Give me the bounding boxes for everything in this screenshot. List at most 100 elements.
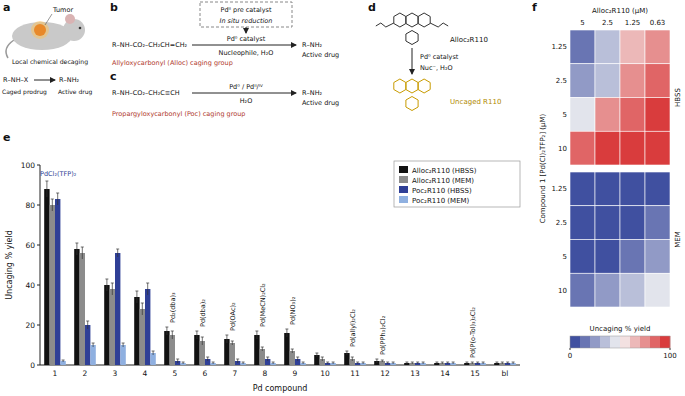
x-tick-label: 8 [263,369,268,378]
error-bar [176,359,179,363]
heat-cell [620,131,645,165]
heat-cell [570,131,595,165]
x-tick-label: 4 [143,369,148,378]
x-tick-label: 5 [173,369,178,378]
heat-cell [570,30,595,64]
bar [164,331,169,365]
bar [470,363,475,365]
bar [170,335,175,365]
legend-label: Poc₂R110 (HBSS) [412,187,472,195]
error-bar [441,362,444,364]
heat-cell [645,273,670,307]
error-bar [81,247,84,259]
bar [464,363,469,365]
colorbar-tick-label: 0 [568,352,572,360]
label: Pd⁰ catalyst [420,53,459,61]
heatmap-y-title: Compound 1 [Pd(Cl)₂TFP₂] (μM) [539,113,547,223]
label: Nucleophile, H₂O [219,49,274,57]
bar [410,363,415,365]
tumor [34,24,46,36]
heat-cell [620,240,645,274]
compound-name: Pd(allyl)₂Cl₂ [349,309,357,347]
x-tick-label: 6 [203,369,208,378]
label: Pd⁰ / Pdᴵᴵ/ᴵⱽ [229,83,263,91]
y-tick [37,285,40,286]
x-tick-label: 14 [440,369,450,378]
error-bar [141,303,144,315]
colorbar-title: Uncaging % yield [590,325,651,333]
precatalyst-box [200,2,292,27]
label: R–NH–CO₂–CH₂C≡CH [112,89,180,97]
y-tick-label: 100 [21,161,36,170]
error-bar [201,337,204,345]
error-bar [105,279,108,291]
heat-cell [645,30,670,64]
colorbar-step [620,336,630,348]
ring [406,31,418,45]
legend-swatch [399,176,408,183]
bar [120,345,125,365]
error-bar [326,362,329,364]
heat-cell [620,172,645,206]
heat-cell [595,172,620,206]
group-label: HBSS [674,88,682,107]
column-label: 2.5 [602,19,613,27]
bar [390,363,395,365]
error-bar [206,357,209,361]
row-label: 2.5 [556,219,567,227]
error-bar [236,359,239,363]
bar [90,345,95,365]
error-bar [266,357,269,361]
mouse-tail [6,40,14,58]
bar [60,361,65,365]
bar [450,363,455,365]
error-bar [255,331,258,339]
row-label: 5 [563,253,567,261]
ring [406,13,418,27]
mouse-eye [79,27,82,30]
error-bar [285,329,288,337]
bar [385,363,390,365]
error-bar [345,351,348,355]
arrow [412,48,413,74]
bar [230,343,235,365]
x-tick-label: 11 [350,369,360,378]
row-label: 10 [558,287,567,295]
error-bar [465,362,468,364]
error-bar [411,362,414,364]
legend-swatch [399,186,408,193]
colorbar-step [630,336,640,348]
ring [406,79,418,93]
legend-label: Alloc₂R110 (MEM) [412,177,474,185]
arrow [246,27,247,33]
error-bar [452,362,455,364]
bar [284,333,289,365]
heat-cell [620,273,645,307]
heat-cell [570,240,595,274]
y-tick-label: 0 [30,361,35,370]
x-tick-label: 15 [470,369,480,378]
error-bar [476,362,479,364]
arrow [34,80,55,81]
x-axis-title: Pd compound [253,384,308,393]
bar [480,363,485,365]
bar [44,189,49,365]
label: Caged prodrug [2,88,47,96]
error-bar [86,321,89,329]
error-bar [446,362,449,364]
heatmap-title: Alloc₂R110 (μM) [592,7,648,15]
compound-name: Pd(dba)₂ [199,299,207,327]
error-bar [122,343,125,347]
bar [270,363,275,365]
label: R–NH₂ [302,89,323,97]
heat-cell [570,273,595,307]
panel-letter: e [3,131,10,144]
heat-cell [595,131,620,165]
error-bar [375,359,378,363]
ring [406,97,418,111]
label: Tumor [52,6,73,14]
bar [434,363,439,365]
error-bar [261,347,264,351]
bar [194,335,199,365]
legend-box [394,161,520,207]
